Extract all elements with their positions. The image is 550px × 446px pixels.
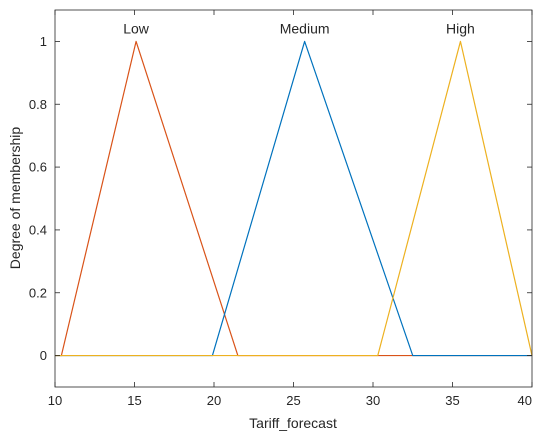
plot-area-background: [55, 10, 532, 387]
x-axis-label: Tariff_forecast: [249, 415, 337, 431]
y-tick-label: 0.8: [29, 97, 47, 112]
x-tick-label: 30: [366, 393, 380, 408]
y-tick-label: 0.2: [29, 285, 47, 300]
x-tick-label: 35: [445, 393, 459, 408]
series-label-layer: Low Medium High: [123, 20, 475, 36]
x-tick-label: 40: [518, 393, 532, 408]
series-line-high: [55, 40, 533, 357]
x-tick-label: 10: [48, 393, 62, 408]
y-axis-label: Degree of membership: [7, 127, 23, 270]
y-tick-label: 1: [40, 34, 47, 49]
x-tick-label: 15: [127, 393, 141, 408]
axes-layer: [54, 9, 533, 388]
x-tick-label: 20: [207, 393, 221, 408]
series-label-low: Low: [123, 20, 150, 36]
series-label-medium: Medium: [280, 20, 330, 36]
tick-label-layer: 10 15 20 25 30 35 40 0 0.2 0.4 0.6 0.8 1: [29, 34, 532, 408]
y-tick-label: 0.6: [29, 160, 47, 175]
y-tick-label: 0.4: [29, 222, 47, 237]
x-tick-label: 25: [286, 393, 300, 408]
y-tick-label: 0: [40, 348, 47, 363]
series-label-high: High: [446, 20, 475, 36]
